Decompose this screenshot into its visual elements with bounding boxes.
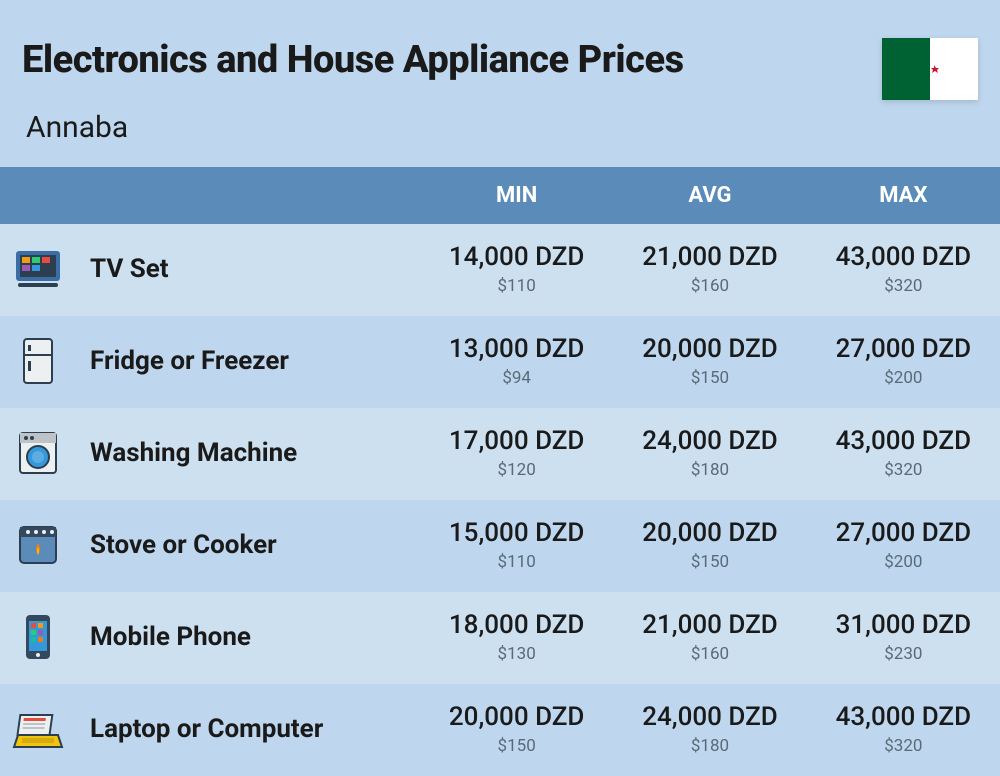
table-header-row: MIN AVG MAX xyxy=(0,167,1000,224)
country-flag xyxy=(882,38,978,100)
price-local: 43,000 DZD xyxy=(807,242,1000,272)
cell-avg: 21,000 DZD $160 xyxy=(613,224,806,316)
row-icon-cell xyxy=(0,684,80,776)
cell-min: 18,000 DZD $130 xyxy=(420,592,613,684)
price-local: 27,000 DZD xyxy=(807,518,1000,548)
price-usd: $110 xyxy=(420,276,613,296)
price-local: 14,000 DZD xyxy=(420,242,613,272)
price-usd: $94 xyxy=(420,368,613,388)
table-row: Mobile Phone 18,000 DZD $130 21,000 DZD … xyxy=(0,592,1000,684)
cell-max: 27,000 DZD $200 xyxy=(807,316,1000,408)
page-subtitle: Annaba xyxy=(26,110,978,145)
row-name: Fridge or Freezer xyxy=(80,316,420,408)
phone-icon xyxy=(12,611,64,663)
cell-max: 27,000 DZD $200 xyxy=(807,500,1000,592)
table-row: TV Set 14,000 DZD $110 21,000 DZD $160 4… xyxy=(0,224,1000,316)
cell-min: 15,000 DZD $110 xyxy=(420,500,613,592)
cell-max: 43,000 DZD $320 xyxy=(807,684,1000,776)
price-usd: $320 xyxy=(807,460,1000,480)
price-local: 20,000 DZD xyxy=(613,334,806,364)
col-icon xyxy=(0,167,80,224)
cell-avg: 20,000 DZD $150 xyxy=(613,316,806,408)
price-local: 43,000 DZD xyxy=(807,426,1000,456)
price-local: 20,000 DZD xyxy=(420,702,613,732)
row-name: TV Set xyxy=(80,224,420,316)
price-local: 21,000 DZD xyxy=(613,242,806,272)
row-name: Stove or Cooker xyxy=(80,500,420,592)
table-row: Washing Machine 17,000 DZD $120 24,000 D… xyxy=(0,408,1000,500)
row-icon-cell xyxy=(0,500,80,592)
cell-max: 31,000 DZD $230 xyxy=(807,592,1000,684)
cell-min: 17,000 DZD $120 xyxy=(420,408,613,500)
cell-min: 20,000 DZD $150 xyxy=(420,684,613,776)
table-row: Stove or Cooker 15,000 DZD $110 20,000 D… xyxy=(0,500,1000,592)
price-usd: $320 xyxy=(807,276,1000,296)
price-local: 18,000 DZD xyxy=(420,610,613,640)
stove-icon xyxy=(12,519,64,571)
row-icon-cell xyxy=(0,592,80,684)
price-local: 13,000 DZD xyxy=(420,334,613,364)
price-usd: $200 xyxy=(807,368,1000,388)
page-title: Electronics and House Appliance Prices xyxy=(22,38,978,82)
price-usd: $160 xyxy=(613,276,806,296)
price-local: 20,000 DZD xyxy=(613,518,806,548)
price-local: 17,000 DZD xyxy=(420,426,613,456)
price-local: 27,000 DZD xyxy=(807,334,1000,364)
row-name: Washing Machine xyxy=(80,408,420,500)
cell-avg: 20,000 DZD $150 xyxy=(613,500,806,592)
col-name xyxy=(80,167,420,224)
price-usd: $200 xyxy=(807,552,1000,572)
flag-emblem-icon xyxy=(915,54,945,84)
fridge-icon xyxy=(12,335,64,387)
laptop-icon xyxy=(12,703,64,755)
price-local: 15,000 DZD xyxy=(420,518,613,548)
price-usd: $180 xyxy=(613,736,806,756)
price-local: 21,000 DZD xyxy=(613,610,806,640)
price-usd: $150 xyxy=(420,736,613,756)
washer-icon xyxy=(12,427,64,479)
page-header: Electronics and House Appliance Prices A… xyxy=(0,0,1000,145)
price-usd: $150 xyxy=(613,368,806,388)
cell-avg: 24,000 DZD $180 xyxy=(613,684,806,776)
cell-min: 13,000 DZD $94 xyxy=(420,316,613,408)
price-local: 24,000 DZD xyxy=(613,426,806,456)
cell-avg: 21,000 DZD $160 xyxy=(613,592,806,684)
cell-avg: 24,000 DZD $180 xyxy=(613,408,806,500)
row-icon-cell xyxy=(0,408,80,500)
table-row: Laptop or Computer 20,000 DZD $150 24,00… xyxy=(0,684,1000,776)
price-usd: $150 xyxy=(613,552,806,572)
price-local: 24,000 DZD xyxy=(613,702,806,732)
price-usd: $110 xyxy=(420,552,613,572)
cell-max: 43,000 DZD $320 xyxy=(807,408,1000,500)
prices-table: MIN AVG MAX TV Set 14,000 DZD $110 21,00… xyxy=(0,167,1000,776)
row-icon-cell xyxy=(0,224,80,316)
table-row: Fridge or Freezer 13,000 DZD $94 20,000 … xyxy=(0,316,1000,408)
price-local: 43,000 DZD xyxy=(807,702,1000,732)
price-usd: $230 xyxy=(807,644,1000,664)
price-usd: $180 xyxy=(613,460,806,480)
row-name: Laptop or Computer xyxy=(80,684,420,776)
price-local: 31,000 DZD xyxy=(807,610,1000,640)
row-name: Mobile Phone xyxy=(80,592,420,684)
price-usd: $320 xyxy=(807,736,1000,756)
cell-min: 14,000 DZD $110 xyxy=(420,224,613,316)
col-max: MAX xyxy=(807,167,1000,224)
col-min: MIN xyxy=(420,167,613,224)
price-usd: $120 xyxy=(420,460,613,480)
col-avg: AVG xyxy=(613,167,806,224)
row-icon-cell xyxy=(0,316,80,408)
price-usd: $130 xyxy=(420,644,613,664)
tv-icon xyxy=(12,243,64,295)
price-usd: $160 xyxy=(613,644,806,664)
cell-max: 43,000 DZD $320 xyxy=(807,224,1000,316)
